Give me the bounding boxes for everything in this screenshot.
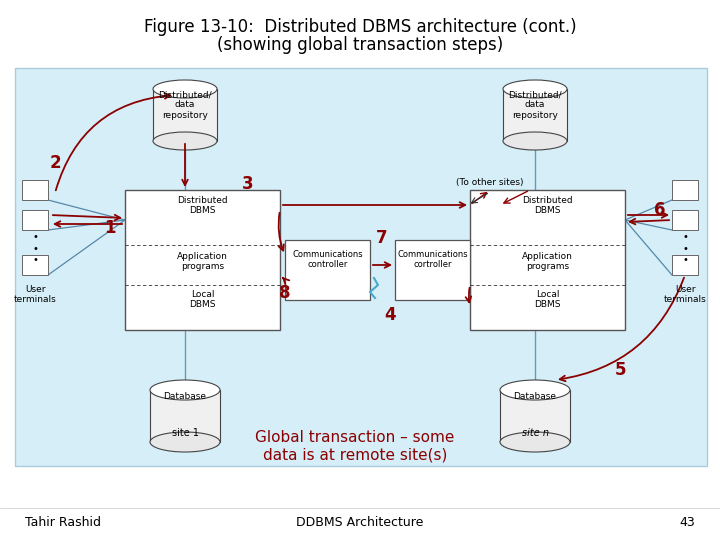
Text: site 1: site 1 xyxy=(171,428,199,438)
Text: •
•
•: • • • xyxy=(32,232,38,265)
Bar xyxy=(395,240,470,300)
Text: User
terminals: User terminals xyxy=(14,285,56,305)
Text: Communications
controller: Communications controller xyxy=(292,250,363,269)
Text: Distributed/
data
repository: Distributed/ data repository xyxy=(158,90,212,120)
Text: Application
programs: Application programs xyxy=(522,252,573,272)
Text: 2: 2 xyxy=(49,154,60,172)
Text: 3: 3 xyxy=(242,175,254,193)
Text: Communications
cortroller: Communications cortroller xyxy=(397,250,468,269)
Text: 8: 8 xyxy=(279,284,291,302)
Text: 43: 43 xyxy=(679,516,695,529)
Bar xyxy=(22,255,48,275)
Ellipse shape xyxy=(503,132,567,150)
Text: Application
programs: Application programs xyxy=(177,252,228,272)
Polygon shape xyxy=(153,89,217,141)
Ellipse shape xyxy=(500,432,570,452)
FancyBboxPatch shape xyxy=(15,68,707,466)
Bar xyxy=(672,180,698,200)
Bar xyxy=(672,255,698,275)
Text: Local
DBMS: Local DBMS xyxy=(189,290,216,309)
Bar xyxy=(125,190,280,330)
Text: (showing global transaction steps): (showing global transaction steps) xyxy=(217,36,503,54)
Polygon shape xyxy=(500,390,570,442)
Ellipse shape xyxy=(503,80,567,98)
Ellipse shape xyxy=(153,132,217,150)
Polygon shape xyxy=(150,390,220,442)
Text: Distributed
DBMS: Distributed DBMS xyxy=(522,196,573,215)
Text: Database: Database xyxy=(513,392,557,401)
Text: •
•
•: • • • xyxy=(682,232,688,265)
Text: Distributed/
data
repository: Distributed/ data repository xyxy=(508,90,562,120)
Bar xyxy=(672,210,698,230)
Text: Tahir Rashid: Tahir Rashid xyxy=(25,516,101,529)
Text: site n: site n xyxy=(521,428,549,438)
Text: (To other sites): (To other sites) xyxy=(456,178,523,187)
Polygon shape xyxy=(503,89,567,141)
Text: Local
DBMS: Local DBMS xyxy=(534,290,561,309)
Text: Distributed
DBMS: Distributed DBMS xyxy=(177,196,228,215)
Ellipse shape xyxy=(150,380,220,400)
Ellipse shape xyxy=(500,380,570,400)
Text: 6: 6 xyxy=(654,201,666,219)
Text: Global transaction – some
data is at remote site(s): Global transaction – some data is at rem… xyxy=(256,430,455,462)
Text: Database: Database xyxy=(163,392,207,401)
Bar xyxy=(22,210,48,230)
Bar xyxy=(22,180,48,200)
Ellipse shape xyxy=(153,80,217,98)
Bar xyxy=(470,190,625,330)
Text: 5: 5 xyxy=(614,361,626,379)
Text: 1: 1 xyxy=(104,219,116,237)
Ellipse shape xyxy=(150,432,220,452)
Text: User
terminals: User terminals xyxy=(664,285,706,305)
Bar xyxy=(285,240,370,300)
Text: Figure 13-10:  Distributed DBMS architecture (cont.): Figure 13-10: Distributed DBMS architect… xyxy=(144,18,576,36)
Text: 7: 7 xyxy=(376,229,388,247)
Text: DDBMS Architecture: DDBMS Architecture xyxy=(297,516,423,529)
Text: 4: 4 xyxy=(384,306,396,324)
